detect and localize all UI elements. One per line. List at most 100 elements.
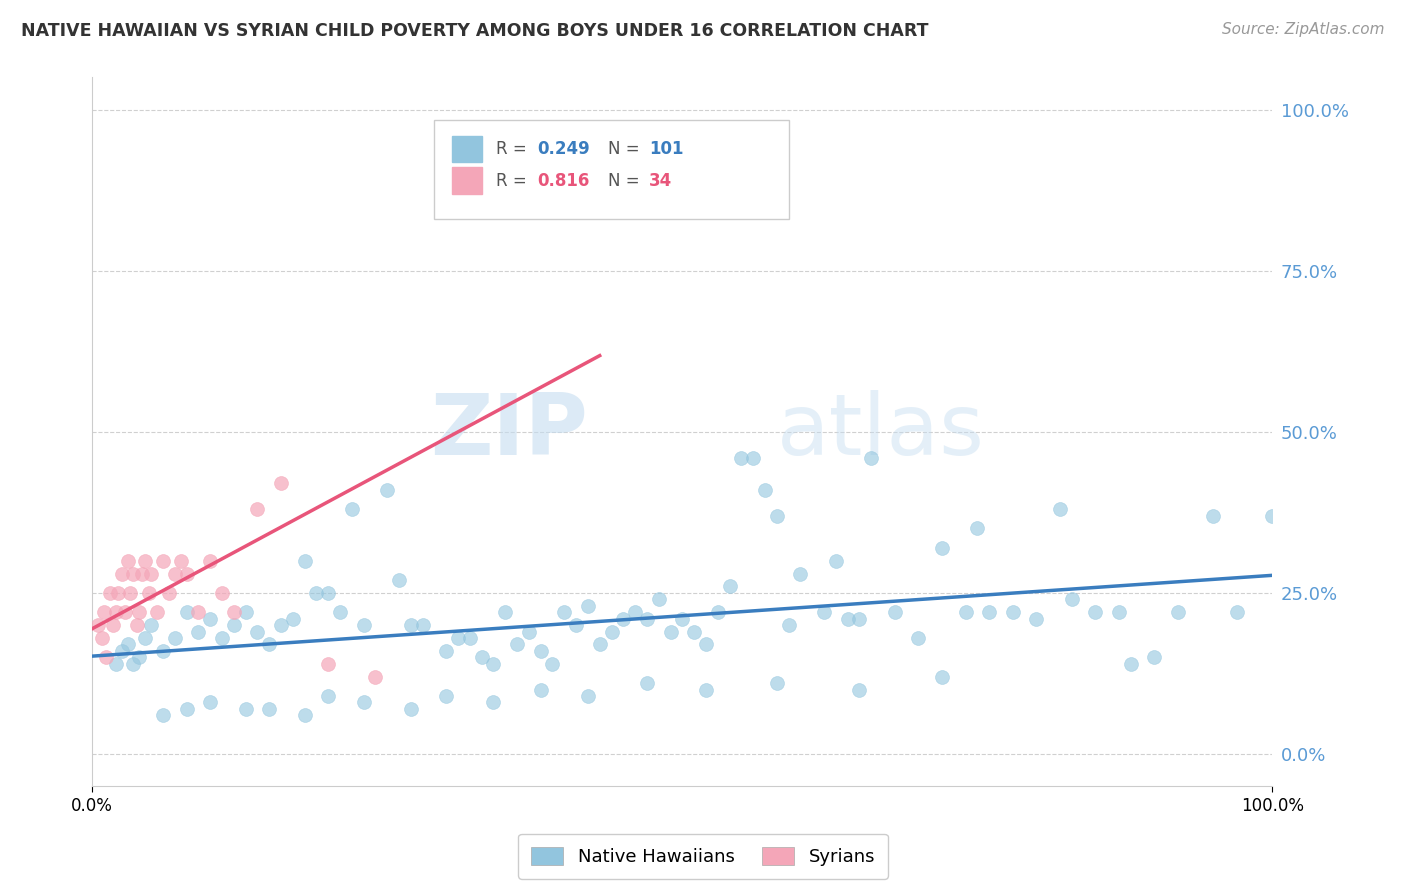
Point	[848, 682, 870, 697]
Point	[353, 618, 375, 632]
Point	[482, 657, 505, 671]
Point	[152, 708, 174, 723]
Point	[138, 586, 160, 600]
Point	[340, 502, 363, 516]
Point	[471, 650, 494, 665]
Point	[176, 566, 198, 581]
Point	[128, 605, 150, 619]
Point	[176, 605, 198, 619]
Point	[146, 605, 169, 619]
FancyBboxPatch shape	[434, 120, 789, 219]
Point	[211, 586, 233, 600]
Legend: Native Hawaiians, Syrians: Native Hawaiians, Syrians	[519, 834, 887, 879]
Point	[695, 637, 717, 651]
Text: N =: N =	[607, 172, 645, 190]
Point	[1119, 657, 1142, 671]
Point	[246, 502, 269, 516]
Point	[966, 521, 988, 535]
Point	[399, 702, 422, 716]
Point	[235, 702, 257, 716]
FancyBboxPatch shape	[453, 136, 482, 162]
Point	[1226, 605, 1249, 619]
FancyBboxPatch shape	[453, 168, 482, 194]
Point	[589, 637, 612, 651]
Point	[111, 644, 134, 658]
Text: NATIVE HAWAIIAN VS SYRIAN CHILD POVERTY AMONG BOYS UNDER 16 CORRELATION CHART: NATIVE HAWAIIAN VS SYRIAN CHILD POVERTY …	[21, 22, 928, 40]
Point	[281, 612, 304, 626]
Point	[329, 605, 352, 619]
Point	[353, 695, 375, 709]
Point	[117, 554, 139, 568]
Point	[813, 605, 835, 619]
Point	[530, 682, 553, 697]
Point	[305, 586, 328, 600]
Point	[257, 637, 280, 651]
Point	[1261, 508, 1284, 523]
Point	[125, 618, 148, 632]
Point	[931, 670, 953, 684]
Point	[412, 618, 434, 632]
Point	[789, 566, 811, 581]
Point	[131, 566, 153, 581]
Text: 0.249: 0.249	[537, 140, 591, 158]
Point	[624, 605, 647, 619]
Point	[170, 554, 193, 568]
Point	[364, 670, 387, 684]
Point	[600, 624, 623, 639]
Point	[1001, 605, 1024, 619]
Point	[122, 566, 145, 581]
Point	[375, 483, 398, 497]
Point	[447, 631, 470, 645]
Point	[176, 702, 198, 716]
Point	[1202, 508, 1225, 523]
Point	[683, 624, 706, 639]
Point	[695, 682, 717, 697]
Point	[730, 450, 752, 465]
Point	[114, 605, 136, 619]
Point	[222, 618, 245, 632]
Point	[979, 605, 1001, 619]
Point	[1060, 592, 1083, 607]
Point	[388, 573, 411, 587]
Point	[530, 644, 553, 658]
Point	[87, 618, 110, 632]
Point	[907, 631, 929, 645]
Point	[200, 554, 222, 568]
Point	[1167, 605, 1189, 619]
Text: atlas: atlas	[776, 391, 984, 474]
Point	[506, 637, 529, 651]
Point	[104, 657, 127, 671]
Point	[316, 586, 339, 600]
Point	[211, 631, 233, 645]
Point	[1084, 605, 1107, 619]
Point	[270, 618, 292, 632]
Point	[824, 554, 846, 568]
Text: Source: ZipAtlas.com: Source: ZipAtlas.com	[1222, 22, 1385, 37]
Point	[107, 586, 129, 600]
Point	[837, 612, 859, 626]
Point	[134, 554, 156, 568]
Point	[118, 586, 141, 600]
Point	[104, 605, 127, 619]
Point	[1143, 650, 1166, 665]
Point	[706, 605, 728, 619]
Point	[246, 624, 269, 639]
Text: N =: N =	[607, 140, 645, 158]
Point	[117, 637, 139, 651]
Point	[128, 650, 150, 665]
Point	[517, 624, 540, 639]
Point	[636, 612, 658, 626]
Point	[316, 689, 339, 703]
Point	[134, 631, 156, 645]
Text: ZIP: ZIP	[430, 391, 588, 474]
Point	[316, 657, 339, 671]
Point	[576, 689, 599, 703]
Point	[718, 579, 741, 593]
Point	[494, 605, 516, 619]
Point	[636, 676, 658, 690]
Point	[754, 483, 776, 497]
Point	[103, 618, 125, 632]
Text: 34: 34	[650, 172, 672, 190]
Point	[187, 624, 209, 639]
Point	[93, 605, 115, 619]
